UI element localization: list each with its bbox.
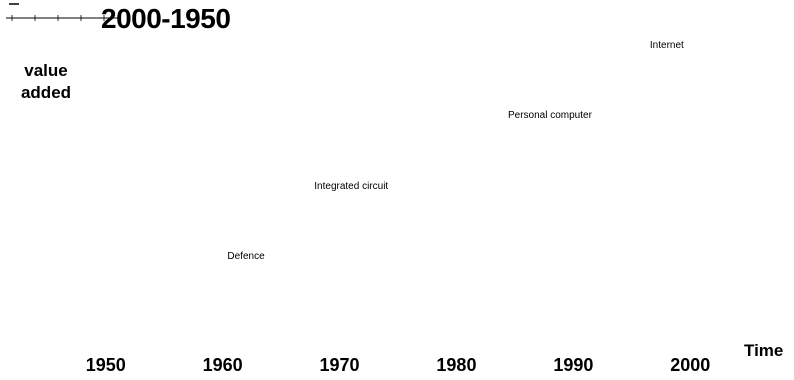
x-axis-label: Time: [744, 341, 784, 360]
x-tick-label: 1960: [202, 355, 243, 375]
x-tick-label: 2000: [670, 355, 711, 375]
axis-fragment: [6, 3, 118, 21]
point-label: Defence: [227, 250, 265, 262]
point-label: Internet: [649, 40, 684, 51]
point-label: Personal computer: [507, 110, 592, 122]
x-tick-label: 1990: [553, 355, 594, 375]
y-axis-label: value added: [20, 61, 72, 102]
point-label: Integrated circuit: [314, 180, 389, 192]
x-tick-label: 1970: [319, 355, 360, 375]
chart-title: 2000-1950: [101, 3, 231, 34]
x-tick-label: 1950: [85, 355, 126, 375]
x-tick-label: 1980: [436, 355, 477, 375]
